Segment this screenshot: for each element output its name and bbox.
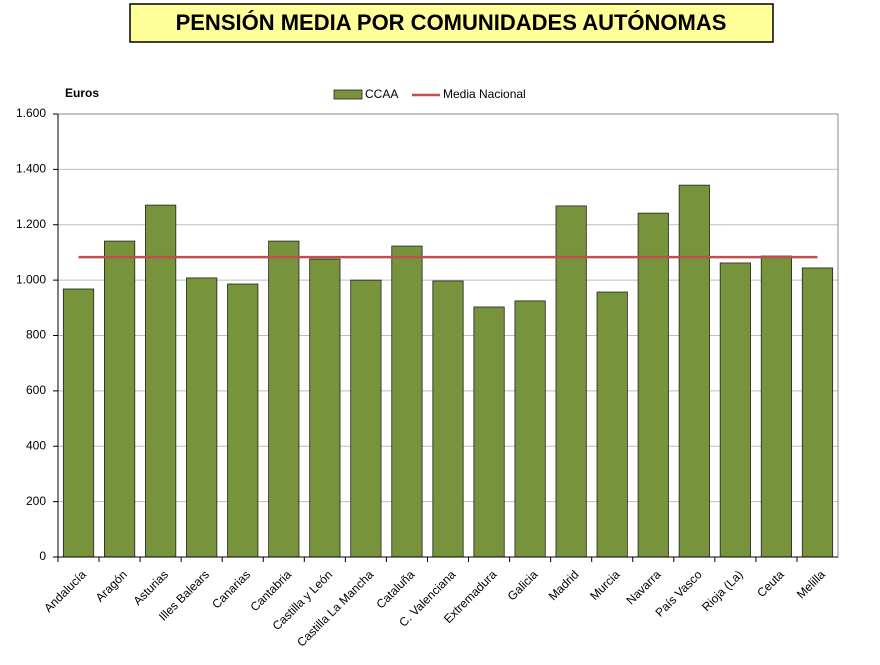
bar bbox=[145, 204, 177, 558]
x-tick-label: Rioja (La) bbox=[699, 567, 746, 614]
y-tick-label: 600 bbox=[26, 383, 46, 397]
y-tick-label: 1.400 bbox=[16, 162, 46, 176]
bar bbox=[391, 245, 423, 558]
x-tick-label: Navarra bbox=[624, 567, 664, 607]
chart-title: PENSIÓN MEDIA POR COMUNIDADES AUTÓNOMAS bbox=[176, 10, 727, 35]
y-axis-label: Euros bbox=[65, 86, 99, 100]
x-tick-label: Andalucía bbox=[41, 567, 89, 615]
bar bbox=[432, 280, 464, 558]
y-tick-label: 200 bbox=[26, 494, 46, 508]
y-tick-label: 0 bbox=[39, 549, 46, 563]
bar bbox=[555, 205, 587, 558]
x-tick-label: Melilla bbox=[794, 567, 828, 601]
bar bbox=[350, 279, 382, 558]
bar bbox=[186, 277, 218, 558]
x-tick-label: Canarias bbox=[209, 567, 253, 611]
bar bbox=[227, 283, 259, 558]
legend-label: Media Nacional bbox=[443, 87, 526, 101]
bar bbox=[62, 288, 95, 558]
bar bbox=[268, 240, 300, 558]
title-box bbox=[129, 3, 774, 43]
x-tick-label: Asturias bbox=[130, 567, 171, 608]
x-tick-label: Ceuta bbox=[754, 567, 787, 600]
bar bbox=[760, 255, 793, 558]
bar bbox=[473, 306, 505, 558]
x-tick-label: Madrid bbox=[546, 567, 582, 603]
x-tick-label: Castilla La Mancha bbox=[294, 567, 376, 649]
legend-swatch bbox=[333, 89, 363, 100]
bar bbox=[801, 267, 834, 558]
bar bbox=[514, 300, 546, 558]
bar bbox=[637, 212, 669, 558]
legend-label: CCAA bbox=[365, 87, 398, 101]
x-tick-label: Aragón bbox=[93, 567, 130, 604]
y-tick-label: 1.600 bbox=[16, 106, 46, 120]
x-tick-label: Galicia bbox=[505, 567, 541, 603]
x-tick-label: Murcia bbox=[587, 567, 623, 603]
bar bbox=[596, 291, 628, 558]
bar bbox=[719, 262, 751, 558]
y-tick-label: 400 bbox=[26, 438, 46, 452]
y-tick-label: 1.000 bbox=[16, 272, 46, 286]
bar bbox=[103, 240, 136, 558]
y-tick-label: 800 bbox=[26, 328, 46, 342]
bar bbox=[309, 258, 341, 558]
y-tick-label: 1.200 bbox=[16, 217, 46, 231]
bar bbox=[678, 184, 710, 558]
